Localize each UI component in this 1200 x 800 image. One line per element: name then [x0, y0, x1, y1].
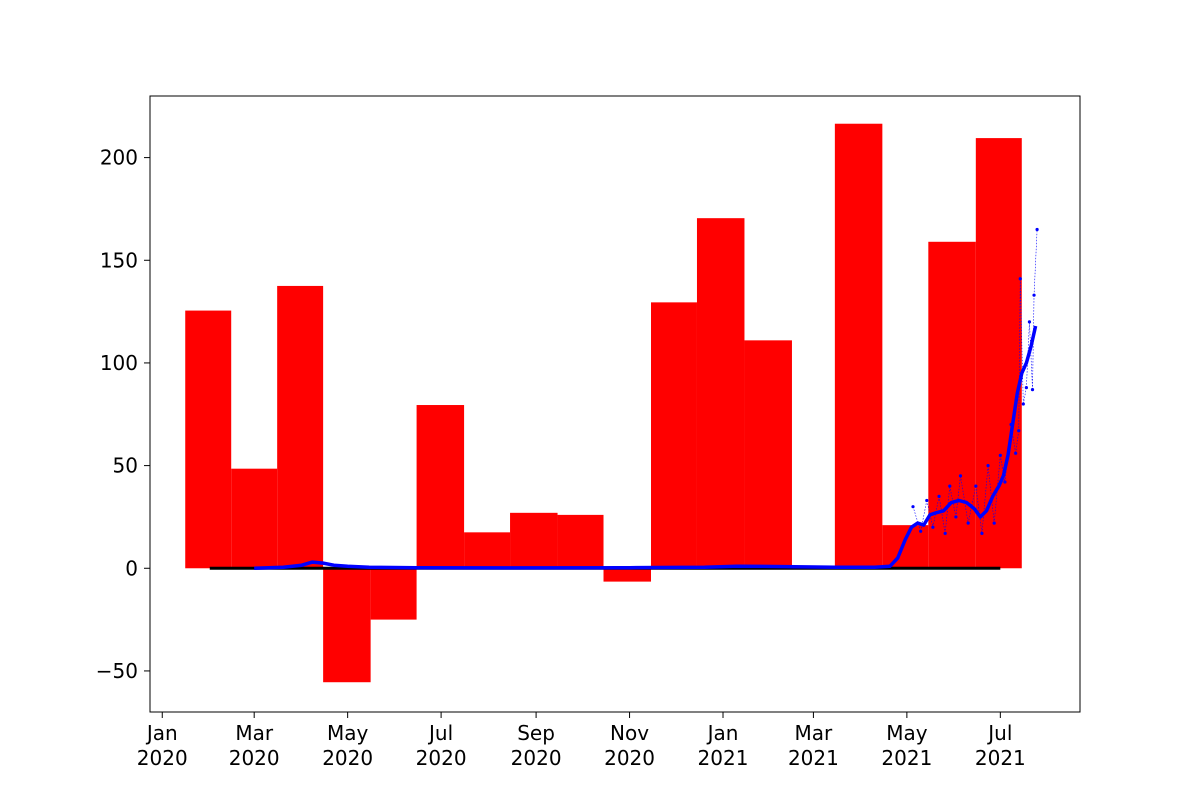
daily-point-11 — [980, 531, 984, 535]
daily-point-14 — [998, 453, 1002, 457]
daily-connector-11 — [975, 486, 983, 534]
x-tick-year-5: 2020 — [604, 746, 655, 770]
y-tick-label-5: 200 — [100, 146, 138, 170]
daily-connector-9 — [960, 475, 969, 524]
daily-point-8 — [958, 474, 963, 478]
bar-14 — [834, 123, 883, 569]
x-tick-month-4: Sep — [517, 721, 555, 745]
plot-area-frame — [149, 95, 1081, 713]
daily-point-22 — [1027, 320, 1032, 324]
x-tick-month-9: Jul — [986, 721, 1012, 745]
x-tick-year-0: 2020 — [137, 746, 188, 770]
bar-6 — [464, 532, 511, 569]
daily-point-12 — [986, 464, 990, 468]
x-tick-month-6: Jan — [706, 721, 739, 745]
y-tick-label-3: 100 — [100, 351, 138, 375]
x-tick-month-3: Jul — [427, 721, 453, 745]
daily-point-23 — [1030, 388, 1035, 392]
series-line-0 — [254, 325, 1038, 571]
bar-9 — [603, 568, 652, 582]
bars-layer — [185, 123, 1022, 683]
bar-4 — [370, 568, 417, 620]
daily-point-2 — [925, 498, 929, 503]
bar-0 — [185, 310, 232, 569]
daily-point-15 — [1003, 480, 1007, 484]
daily-connector-5 — [938, 496, 946, 534]
daily-point-24 — [1032, 293, 1036, 297]
y-tick-label-2: 50 — [113, 454, 138, 478]
y-tick-label-1: 0 — [125, 556, 138, 580]
daily-connector-23 — [1029, 321, 1033, 390]
daily-connector-13 — [987, 465, 995, 524]
daily-connector-1 — [912, 506, 921, 532]
daily-point-18 — [1017, 429, 1021, 433]
bar-1 — [231, 468, 278, 569]
x-tick-year-7: 2021 — [788, 746, 839, 770]
daily-connector-8 — [955, 475, 961, 517]
daily-connector-6 — [944, 486, 951, 534]
x-tick-month-0: Jan — [145, 721, 178, 745]
bar-12 — [744, 340, 792, 569]
daily-point-0 — [911, 505, 915, 509]
x-tick-year-8: 2021 — [881, 746, 932, 770]
line-layer — [254, 227, 1039, 571]
y-tick-label-4: 150 — [100, 248, 138, 272]
bar-11 — [696, 218, 745, 569]
bar-7 — [510, 512, 558, 569]
daily-connector-21 — [1023, 387, 1027, 405]
daily-point-20 — [1021, 402, 1025, 406]
x-tick-month-1: Mar — [235, 721, 274, 745]
x-tick-year-2: 2020 — [322, 746, 373, 770]
x-tick-year-3: 2020 — [416, 746, 467, 770]
bar-2 — [277, 285, 324, 569]
x-tick-year-6: 2021 — [698, 746, 749, 770]
daily-point-25 — [1035, 227, 1039, 232]
daily-point-21 — [1024, 385, 1028, 390]
y-axis: −50 0 50 100 150 200 — [96, 146, 150, 683]
x-tick-month-5: Nov — [610, 721, 649, 745]
daily-point-19 — [1018, 277, 1022, 281]
daily-connector-25 — [1033, 229, 1038, 296]
x-tick-year-9: 2021 — [975, 746, 1026, 770]
x-axis: Jan2020Mar2020May2020Jul2020Sep2020Nov20… — [137, 712, 1026, 770]
bar-10 — [651, 302, 697, 569]
x-tick-year-1: 2020 — [229, 746, 280, 770]
daily-connector-18 — [1015, 430, 1020, 454]
daily-connector-17 — [1010, 424, 1016, 454]
bar-5 — [416, 405, 465, 569]
x-tick-year-4: 2020 — [511, 746, 562, 770]
daily-point-7 — [954, 515, 958, 519]
daily-point-1 — [919, 529, 923, 533]
daily-connector-10 — [967, 486, 977, 524]
daily-point-17 — [1014, 451, 1018, 455]
bar-8 — [557, 514, 604, 569]
daily-point-3 — [931, 525, 935, 529]
daily-connector-24 — [1032, 295, 1035, 390]
daily-point-4 — [937, 494, 941, 498]
daily-connector-12 — [981, 465, 989, 534]
daily-point-10 — [974, 484, 978, 488]
x-tick-month-7: Mar — [795, 721, 834, 745]
daily-connector-19 — [1018, 278, 1021, 431]
y-tick-label-0: −50 — [96, 659, 138, 683]
x-tick-month-2: May — [327, 721, 369, 745]
daily-point-13 — [992, 521, 996, 525]
daily-point-9 — [966, 521, 970, 525]
daily-point-5 — [943, 531, 947, 535]
bar-17 — [975, 138, 1022, 569]
daily-point-6 — [948, 484, 952, 488]
daily-connector-2 — [920, 500, 928, 532]
x-tick-month-8: May — [886, 721, 928, 745]
bar-3 — [323, 568, 371, 683]
daily-connector-22 — [1026, 321, 1030, 388]
